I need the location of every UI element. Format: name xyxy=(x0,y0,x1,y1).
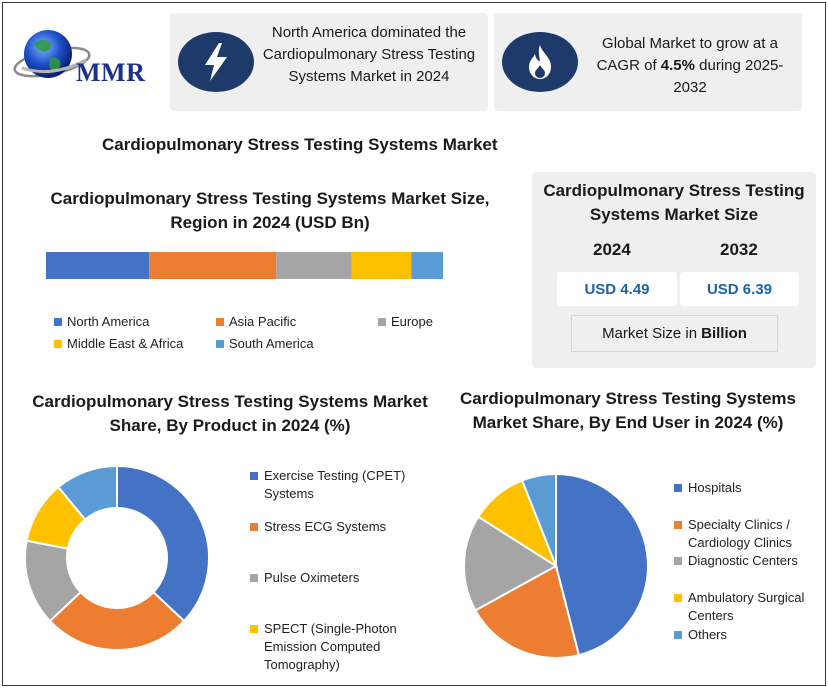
unit-prefix: Market Size in xyxy=(602,325,698,342)
slice-hospitals xyxy=(555,472,649,657)
legend-swatch xyxy=(674,594,682,602)
legend-item-north-america: North America xyxy=(54,314,149,329)
flame-icon xyxy=(502,32,578,92)
slice-diagnostic-centers xyxy=(463,515,558,612)
legend-swatch xyxy=(674,557,682,565)
slice-unlabeled-4 xyxy=(56,464,118,521)
legend-item-ambulatory-surgical-centers: Ambulatory Surgical Centers xyxy=(674,589,814,625)
bar-segment-asia-pacific xyxy=(149,252,277,279)
legend-label: Asia Pacific xyxy=(229,314,297,329)
highlight-card-region: North America dominated the Cardiopulmon… xyxy=(170,13,488,111)
legend-swatch xyxy=(674,484,682,492)
highlight-card-cagr: Global Market to grow at a CAGR of 4.5% … xyxy=(494,13,802,111)
legend-item-stress-ecg-systems: Stress ECG Systems xyxy=(250,518,410,536)
enduser-pie-chart xyxy=(463,472,649,659)
legend-item-diagnostic-centers: Diagnostic Centers xyxy=(674,552,814,570)
legend-swatch xyxy=(674,631,682,639)
market-size-unit: Market Size in Billion xyxy=(571,315,778,352)
cagr-highlight-text: Global Market to grow at a CAGR of 4.5% … xyxy=(584,33,796,99)
legend-swatch xyxy=(216,339,224,348)
region-stacked-bar xyxy=(46,252,443,279)
slice-specialty-clinics-cardiology-clinics xyxy=(474,564,581,659)
legend-label: South America xyxy=(229,336,314,351)
region-chart-title: Cardiopulmonary Stress Testing Systems M… xyxy=(50,189,490,232)
region-highlight-text: North America dominated the Cardiopulmon… xyxy=(262,24,476,85)
legend-label: Hospitals xyxy=(688,480,742,495)
legend-item-europe: Europe xyxy=(378,314,433,329)
bar-segment-north-america xyxy=(46,252,150,279)
legend-swatch xyxy=(250,574,258,582)
value-2032: USD 6.39 xyxy=(680,272,799,306)
value-2024: USD 4.49 xyxy=(557,272,677,306)
legend-label: SPECT (Single-Photon Emission Computed T… xyxy=(264,621,397,672)
legend-label: North America xyxy=(67,314,150,329)
slice-others xyxy=(520,472,557,567)
bar-segment-europe xyxy=(276,252,352,279)
legend-label: Exercise Testing (CPET) Systems xyxy=(264,468,406,501)
legend-item-asia-pacific: Asia Pacific xyxy=(216,314,296,329)
legend-swatch xyxy=(674,521,682,529)
page-title: Cardiopulmonary Stress Testing Systems M… xyxy=(102,135,498,154)
legend-swatch xyxy=(250,472,258,480)
legend-label: Others xyxy=(688,627,728,642)
unit-bold: Billion xyxy=(701,325,747,342)
legend-label: Diagnostic Centers xyxy=(688,553,798,568)
cagr-value: 4.5% xyxy=(660,57,695,74)
legend-item-south-america: South America xyxy=(216,336,314,351)
legend-label: Stress ECG Systems xyxy=(264,519,387,534)
legend-label: Europe xyxy=(391,314,433,329)
legend-item-spect-single-photon-emission-computed-tomography: SPECT (Single-Photon Emission Computed T… xyxy=(250,620,410,674)
legend-item-middle-east-africa: Middle East & Africa xyxy=(54,336,183,351)
legend-swatch xyxy=(250,625,258,633)
cagr-text-after: during 2025-2032 xyxy=(673,57,784,96)
enduser-chart-title: Cardiopulmonary Stress Testing Systems M… xyxy=(459,389,796,432)
product-donut-chart xyxy=(24,464,210,651)
cagr-text-before: Global Market to grow at a CAGR of xyxy=(596,35,778,74)
legend-label: Ambulatory Surgical Centers xyxy=(688,590,805,623)
bar-segment-middle-east-africa xyxy=(351,252,412,279)
legend-label: Pulse Oximeters xyxy=(264,570,360,585)
legend-item-specialty-clinics-cardiology-clinics: Specialty Clinics / Cardiology Clinics xyxy=(674,516,814,552)
year-2032-label: 2032 xyxy=(720,240,758,259)
slice-stress-ecg-systems xyxy=(48,590,186,651)
product-chart-title: Cardiopulmonary Stress Testing Systems M… xyxy=(32,392,428,435)
legend-item-exercise-testing-cpet-systems: Exercise Testing (CPET) Systems xyxy=(250,467,410,503)
market-size-title: Cardiopulmonary Stress Testing Systems M… xyxy=(543,181,805,224)
year-2024-label: 2024 xyxy=(593,240,631,259)
legend-swatch xyxy=(54,317,62,326)
legend-item-others: Others xyxy=(674,626,814,644)
bar-segment-south-america xyxy=(411,252,443,279)
legend-label: Middle East & Africa xyxy=(67,336,184,351)
legend-swatch xyxy=(250,523,258,531)
legend-item-pulse-oximeters: Pulse Oximeters xyxy=(250,569,410,587)
legend-swatch xyxy=(378,317,386,326)
legend-item-hospitals: Hospitals xyxy=(674,479,814,497)
mmr-logo: MMR xyxy=(12,24,162,96)
lightning-bolt-icon xyxy=(178,32,254,92)
logo-text: MMR xyxy=(76,58,146,87)
legend-swatch xyxy=(54,339,62,348)
slice-exercise-testing-cpet-systems xyxy=(116,464,210,623)
legend-label: Specialty Clinics / Cardiology Clinics xyxy=(688,517,793,550)
globe-icon xyxy=(13,30,91,78)
legend-swatch xyxy=(216,317,224,326)
